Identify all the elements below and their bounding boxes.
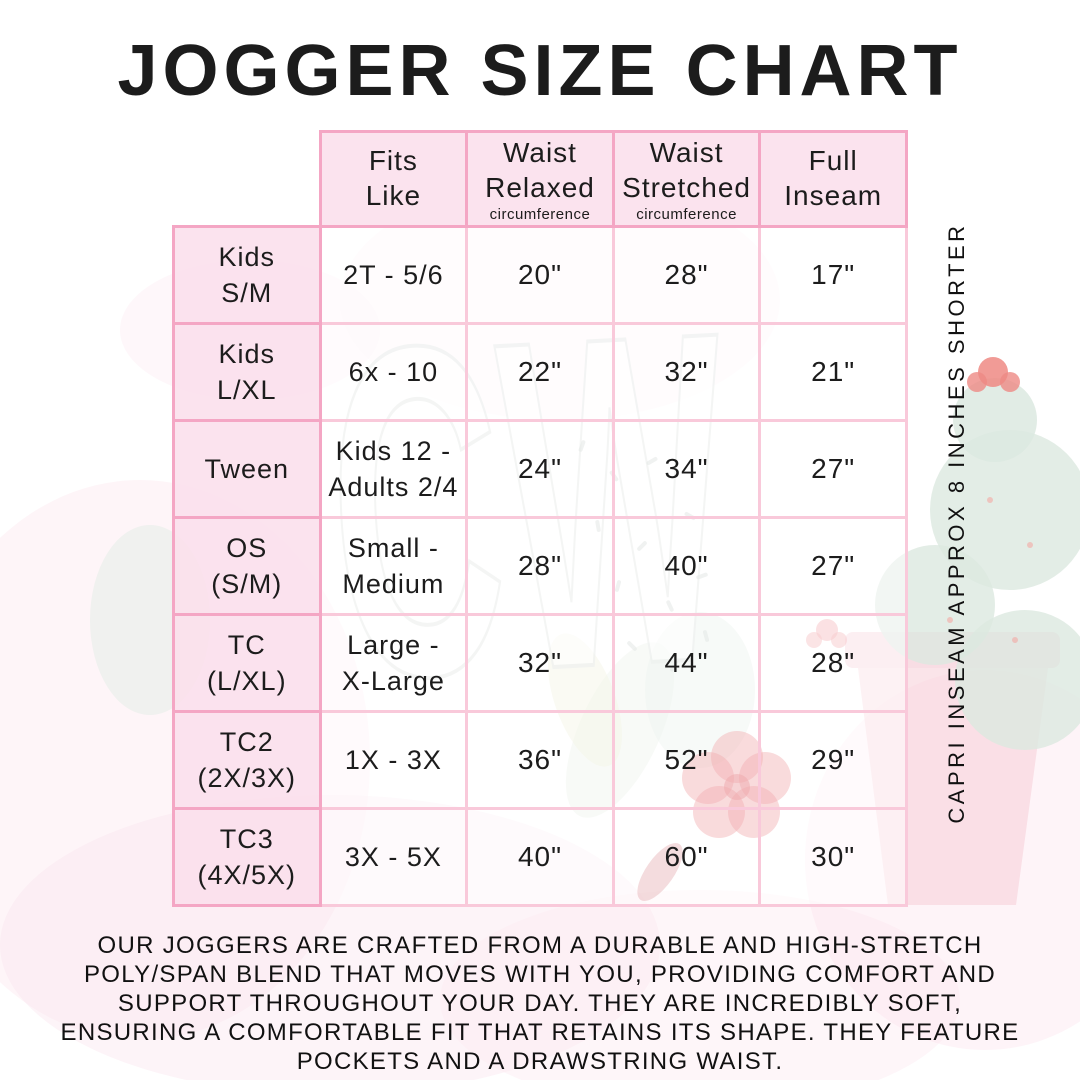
header-row: Fits Like Waist Relaxed circumference Wa…: [174, 130, 908, 228]
waist-stretched-cell: 40": [611, 516, 762, 616]
waist-stretched-cell: 60": [611, 807, 762, 907]
full-inseam-cell: 17": [758, 225, 908, 325]
size-row-label: TC3 (4X/5X): [172, 807, 322, 907]
full-inseam-cell: 29": [758, 710, 908, 810]
column-header-title: Full Inseam: [784, 145, 883, 211]
full-inseam-cell: 21": [758, 322, 908, 422]
column-header-full-inseam: Full Inseam: [758, 130, 908, 228]
table-row: Tween Kids 12 - Adults 2/4 24" 34" 27": [172, 419, 908, 519]
waist-relaxed-cell: 32": [465, 613, 615, 713]
waist-stretched-cell: 28": [611, 225, 762, 325]
size-row-label: OS (S/M): [172, 516, 322, 616]
fits-like-cell: Large - X-Large: [318, 613, 469, 713]
capri-inseam-note: CAPRI INSEAM APPROX 8 INCHES SHORTER: [944, 222, 969, 824]
column-header-fits-like: Fits Like: [318, 130, 469, 228]
column-header-waist-stretched: Waist Stretched circumference: [611, 130, 762, 228]
description-line: POLY/SPAN BLEND THAT MOVES WITH YOU, PRO…: [84, 961, 996, 988]
full-inseam-cell: 28": [758, 613, 908, 713]
table-row: Kids S/M 2T - 5/6 20" 28" 17": [172, 225, 908, 325]
fits-like-cell: 6x - 10: [318, 322, 469, 422]
waist-stretched-cell: 34": [611, 419, 762, 519]
page-title: JOGGER SIZE CHART: [117, 31, 963, 111]
size-row-label: Kids L/XL: [172, 322, 322, 422]
full-inseam-cell: 27": [758, 419, 908, 519]
corner-spacer: [174, 132, 321, 227]
fits-like-cell: 3X - 5X: [318, 807, 469, 907]
table-row: OS (S/M) Small - Medium 28" 40" 27": [172, 516, 908, 616]
fits-like-cell: Kids 12 - Adults 2/4: [318, 419, 469, 519]
table-row: TC3 (4X/5X) 3X - 5X 40" 60" 30": [172, 807, 908, 907]
table-row: TC2 (2X/3X) 1X - 3X 36" 52" 29": [172, 710, 908, 810]
size-table: Fits Like Waist Relaxed circumference Wa…: [172, 130, 908, 907]
description-line: ENSURING A COMFORTABLE FIT THAT RETAINS …: [60, 1019, 1020, 1046]
size-row-label: TC2 (2X/3X): [172, 710, 322, 810]
description-line: OUR JOGGERS ARE CRAFTED FROM A DURABLE A…: [97, 932, 983, 959]
waist-stretched-cell: 32": [611, 322, 762, 422]
column-header-waist-relaxed: Waist Relaxed circumference: [465, 130, 615, 228]
fits-like-cell: 1X - 3X: [318, 710, 469, 810]
waist-relaxed-cell: 40": [465, 807, 615, 907]
fits-like-cell: Small - Medium: [318, 516, 469, 616]
column-header-subtitle: circumference: [636, 205, 737, 223]
fits-like-cell: 2T - 5/6: [318, 225, 469, 325]
description-line: POCKETS AND A DRAWSTRING WAIST.: [296, 1048, 784, 1075]
size-row-label: Tween: [172, 419, 322, 519]
description-line: SUPPORT THROUGHOUT YOUR DAY. THEY ARE IN…: [117, 990, 963, 1017]
full-inseam-cell: 30": [758, 807, 908, 907]
product-description: OUR JOGGERS ARE CRAFTED FROM A DURABLE A…: [0, 931, 1080, 1076]
waist-relaxed-cell: 20": [465, 225, 615, 325]
table-row: TC (L/XL) Large - X-Large 32" 44" 28": [172, 613, 908, 713]
waist-relaxed-cell: 28": [465, 516, 615, 616]
size-row-label: TC (L/XL): [172, 613, 322, 713]
size-row-label: Kids S/M: [172, 225, 322, 325]
waist-relaxed-cell: 24": [465, 419, 615, 519]
column-header-title: Fits Like: [365, 145, 422, 211]
column-header-title: Waist Stretched: [622, 136, 751, 203]
waist-stretched-cell: 44": [611, 613, 762, 713]
waist-stretched-cell: 52": [611, 710, 762, 810]
column-header-subtitle: circumference: [489, 205, 591, 223]
full-inseam-cell: 27": [758, 516, 908, 616]
waist-relaxed-cell: 36": [465, 710, 615, 810]
column-header-title: Waist Relaxed: [485, 136, 595, 203]
waist-relaxed-cell: 22": [465, 322, 615, 422]
table-row: Kids L/XL 6x - 10 22" 32" 21": [172, 322, 908, 422]
